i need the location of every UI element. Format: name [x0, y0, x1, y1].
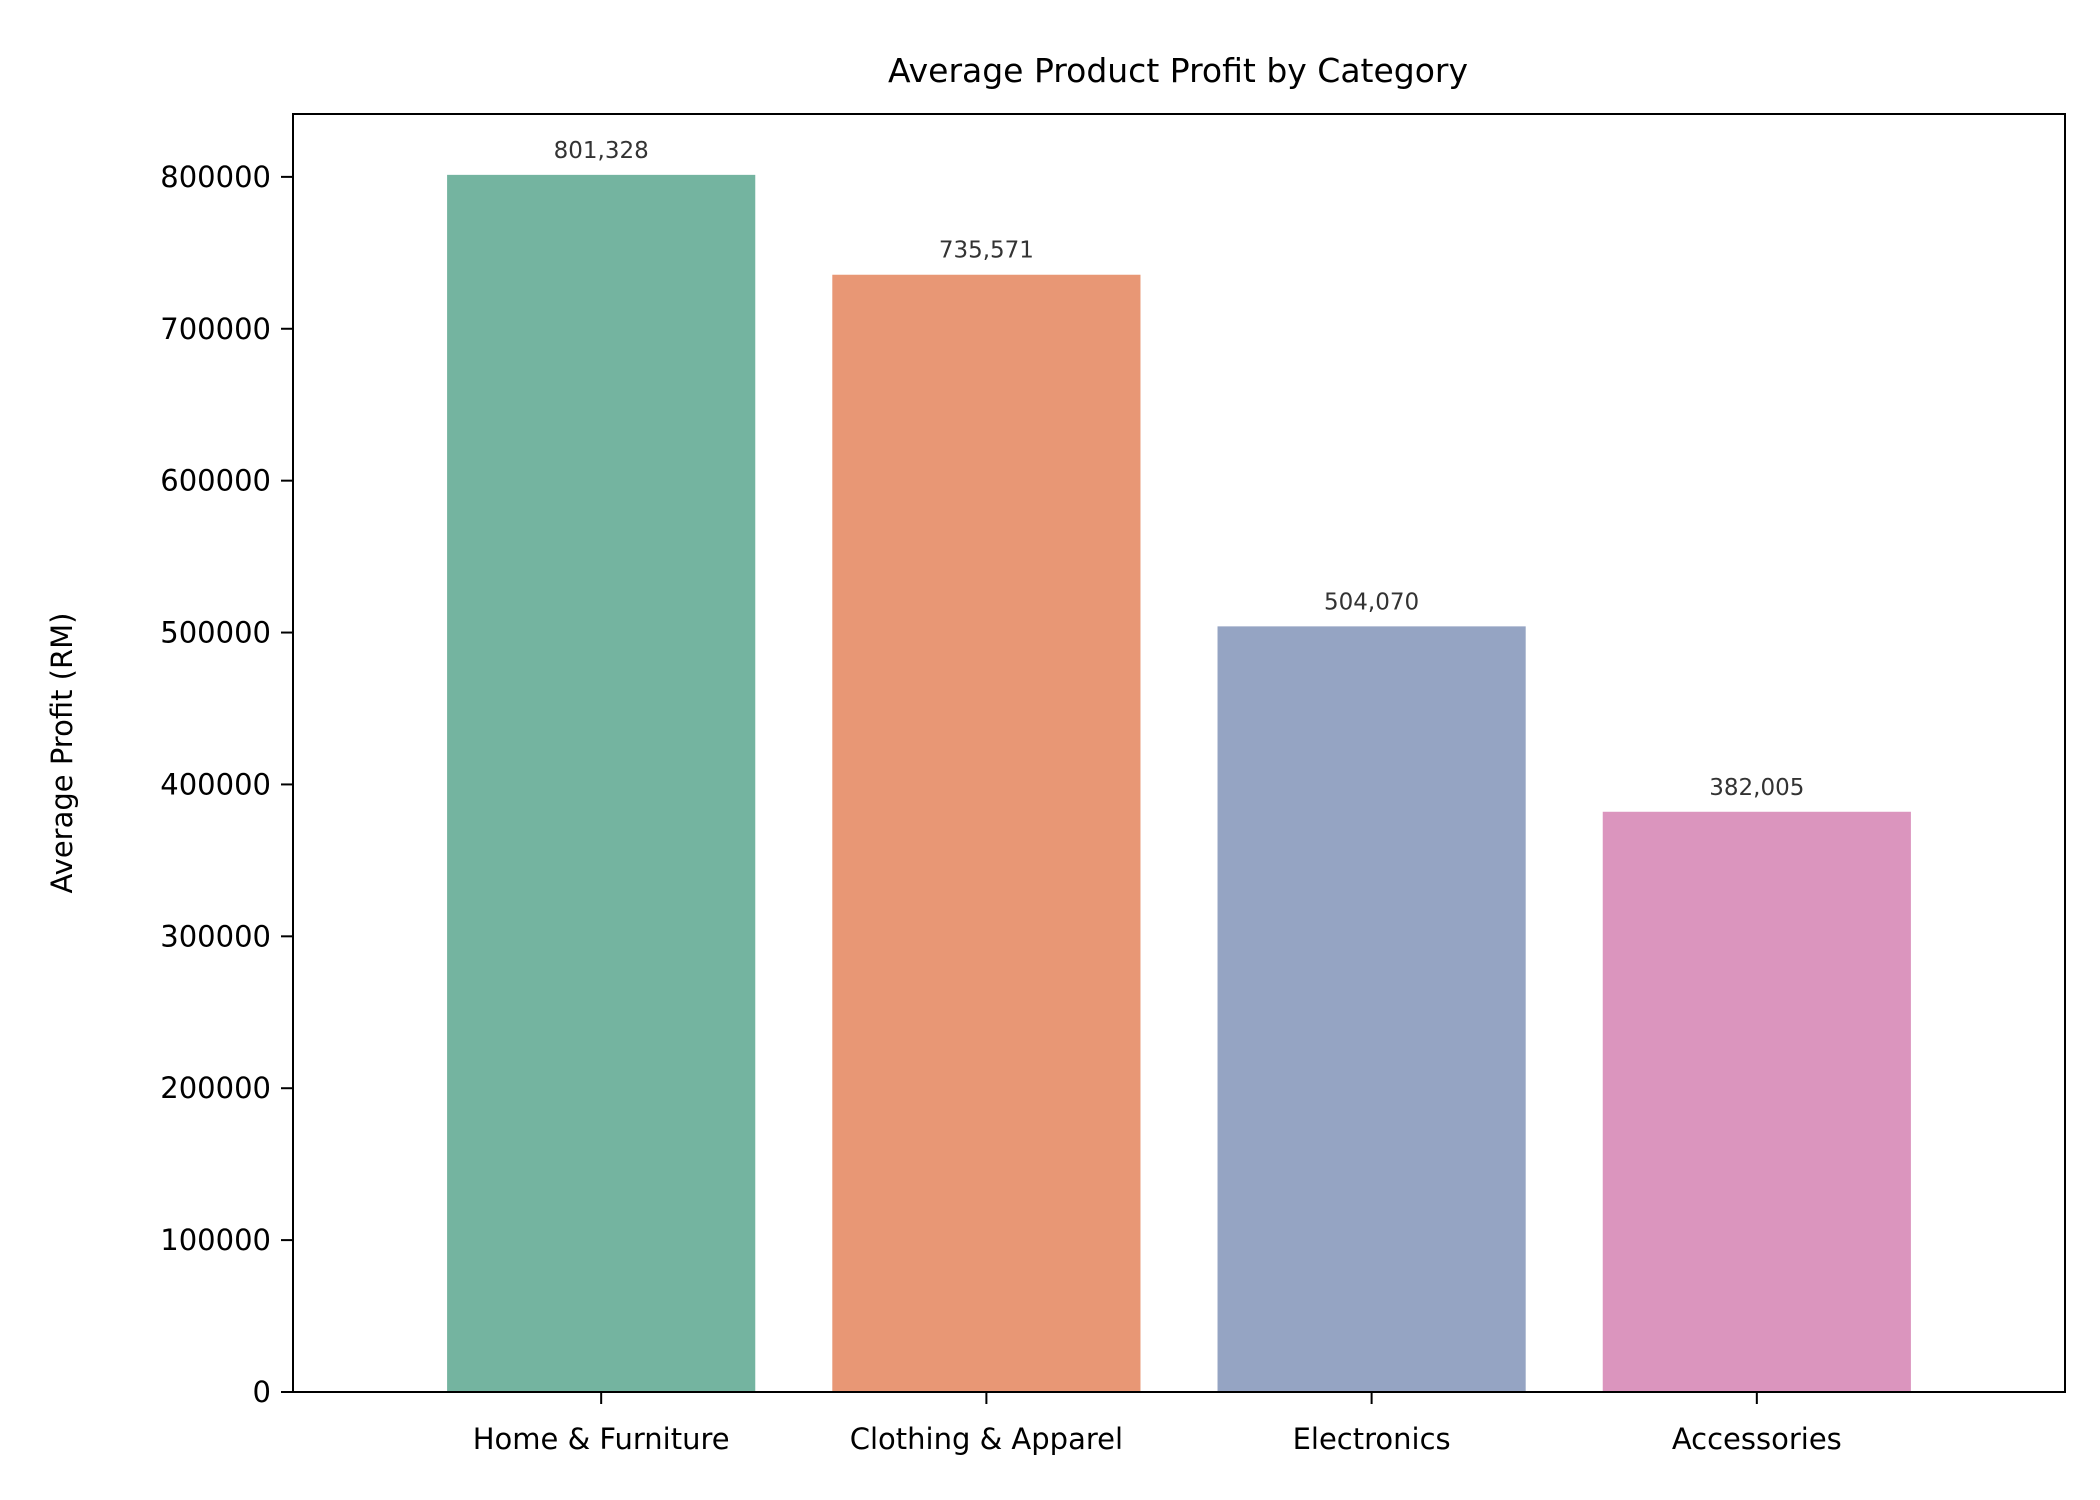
x-tick-label: Accessories — [1672, 1422, 1842, 1456]
y-tick-label: 100000 — [160, 1223, 271, 1257]
y-tick-label: 500000 — [160, 616, 271, 650]
y-tick-label: 200000 — [160, 1071, 271, 1105]
y-tick-label: 800000 — [160, 160, 271, 194]
data-labels-layer: 801,328 735,571 504,070 382,005 — [554, 138, 1805, 801]
bar — [1602, 811, 1911, 1392]
bars-layer — [447, 174, 1911, 1393]
y-tick-label: 400000 — [160, 767, 271, 801]
bar — [1217, 626, 1526, 1392]
y-axis-label: Average Profit (RM) — [45, 613, 79, 894]
x-tick-label: Clothing & Apparel — [850, 1422, 1123, 1456]
plot-frame — [292, 113, 2066, 1393]
bar-value-label: 382,005 — [1709, 775, 1804, 801]
y-tick-label: 300000 — [160, 919, 271, 953]
y-tick-label: 0 — [253, 1375, 271, 1409]
bar-value-label: 801,328 — [554, 138, 649, 164]
chart-title: Average Product Profit by Category — [888, 51, 1468, 90]
x-axis-ticks: Home & Furniture Clothing & Apparel Electr… — [473, 1392, 1842, 1456]
y-axis-ticks: 0 100000 200000 300000 400000 500000 600000 700… — [160, 160, 293, 1409]
bar — [447, 174, 756, 1392]
x-tick-label: Home & Furniture — [473, 1422, 730, 1456]
bar-value-label: 504,070 — [1324, 589, 1419, 615]
y-tick-label: 700000 — [160, 312, 271, 346]
x-tick-label: Electronics — [1293, 1422, 1451, 1456]
bar — [832, 274, 1141, 1393]
y-tick-label: 600000 — [160, 464, 271, 498]
bar-value-label: 735,571 — [939, 238, 1034, 264]
